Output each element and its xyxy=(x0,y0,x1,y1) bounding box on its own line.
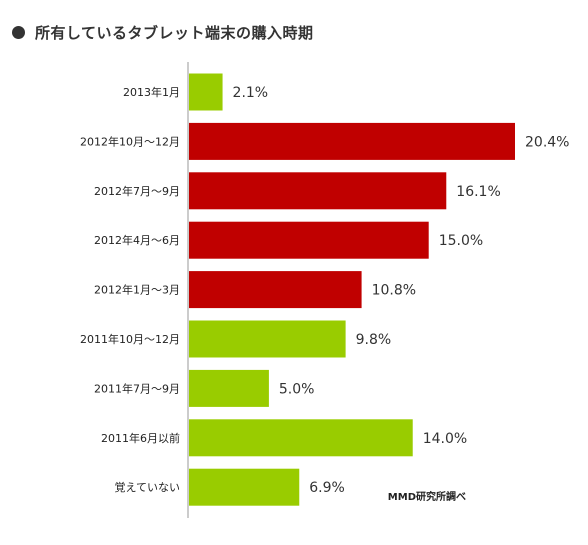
bar xyxy=(189,419,413,457)
category-label: 2011年10月～12月 xyxy=(80,332,180,346)
source-note: MMD研究所調べ xyxy=(387,492,466,503)
value-label: 5.0% xyxy=(279,381,315,397)
bullet-icon xyxy=(12,26,25,39)
category-label: 2013年1月 xyxy=(123,85,180,99)
chart-title-row: 所有しているタブレット端末の購入時期 xyxy=(12,22,314,43)
value-label: 6.9% xyxy=(309,480,345,496)
category-label: 2012年1月～3月 xyxy=(94,283,180,297)
bar xyxy=(189,271,362,309)
category-label: 覚えていない xyxy=(115,481,180,494)
value-label: 2.1% xyxy=(233,85,269,101)
value-label: 9.8% xyxy=(356,332,392,348)
value-label: 20.4% xyxy=(525,134,569,150)
value-label: 10.8% xyxy=(372,283,416,299)
value-label: 14.0% xyxy=(423,431,467,447)
bar xyxy=(189,221,429,259)
bar xyxy=(189,320,346,358)
bar xyxy=(189,122,515,160)
value-label: 16.1% xyxy=(456,184,500,200)
bar xyxy=(189,369,269,407)
value-label: 15.0% xyxy=(439,233,483,249)
category-label: 2011年6月以前 xyxy=(101,431,180,445)
chart-title: 所有しているタブレット端末の購入時期 xyxy=(35,24,314,42)
category-label: 2012年4月～6月 xyxy=(94,233,180,247)
bar xyxy=(189,73,223,111)
bar xyxy=(189,468,300,506)
category-label: 2012年10月～12月 xyxy=(80,134,180,148)
category-label: 2012年7月～9月 xyxy=(94,184,180,198)
category-label: 2011年7月～9月 xyxy=(94,381,180,395)
bar xyxy=(189,172,447,210)
